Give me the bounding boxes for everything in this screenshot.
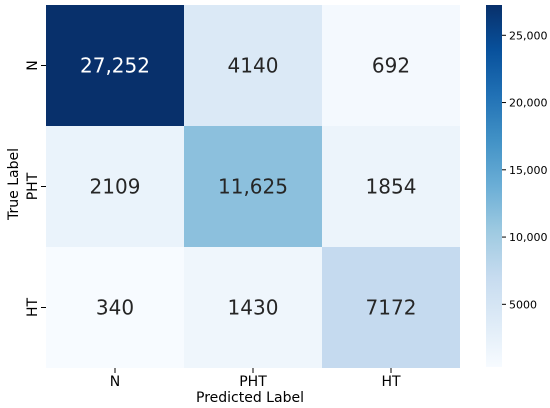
x-axis-label: Predicted Label [196, 390, 304, 406]
x-tick-label: PHT [239, 374, 267, 390]
cell-value-label: 11,625 [218, 175, 288, 199]
heatmap-cell [46, 247, 184, 368]
colorbar-ticks: 5000 10,000 15,000 20,000 25,000 [502, 29, 548, 311]
colorbar-tick-label: 20,000 [509, 97, 548, 110]
heatmap-cell [322, 5, 460, 126]
cell-value-label: 692 [372, 54, 410, 78]
heatmap-cell [184, 5, 322, 126]
heatmap-cell [322, 247, 460, 368]
colorbar-tick-label: 5000 [509, 298, 537, 311]
heatmap-cell [184, 247, 322, 368]
heatmap-cell [184, 126, 322, 247]
cell-value-label: 340 [96, 296, 134, 320]
x-tick-label: HT [381, 374, 401, 390]
colorbar-tick-label: 10,000 [509, 231, 548, 244]
cell-value-label: 4140 [228, 54, 279, 78]
colorbar-tick-label: 15,000 [509, 164, 548, 177]
heatmap-cells [46, 5, 460, 368]
y-axis-ticks: N PHT HT [25, 60, 46, 317]
heatmap-cell [46, 5, 184, 126]
colorbar: 5000 10,000 15,000 20,000 25,000 [486, 5, 548, 367]
y-tick-label: N [25, 60, 41, 70]
colorbar-gradient [486, 5, 502, 367]
y-axis-label: True Label [6, 148, 22, 221]
x-tick-label: N [110, 374, 120, 390]
cell-value-label: 1854 [366, 175, 417, 199]
cell-value-label: 2109 [90, 175, 141, 199]
heatmap-cell-labels: 27,252 4140 692 2109 11,625 1854 340 1430 7172 [80, 54, 416, 320]
heatmap-cell [46, 126, 184, 247]
cell-value-label: 27,252 [80, 54, 150, 78]
heatmap-cell [322, 126, 460, 247]
y-tick-label: PHT [25, 172, 41, 200]
cell-value-label: 7172 [366, 296, 417, 320]
x-axis-ticks: N PHT HT [110, 368, 401, 390]
colorbar-tick-label: 25,000 [509, 29, 548, 42]
y-tick-label: HT [25, 298, 41, 318]
cell-value-label: 1430 [228, 296, 279, 320]
